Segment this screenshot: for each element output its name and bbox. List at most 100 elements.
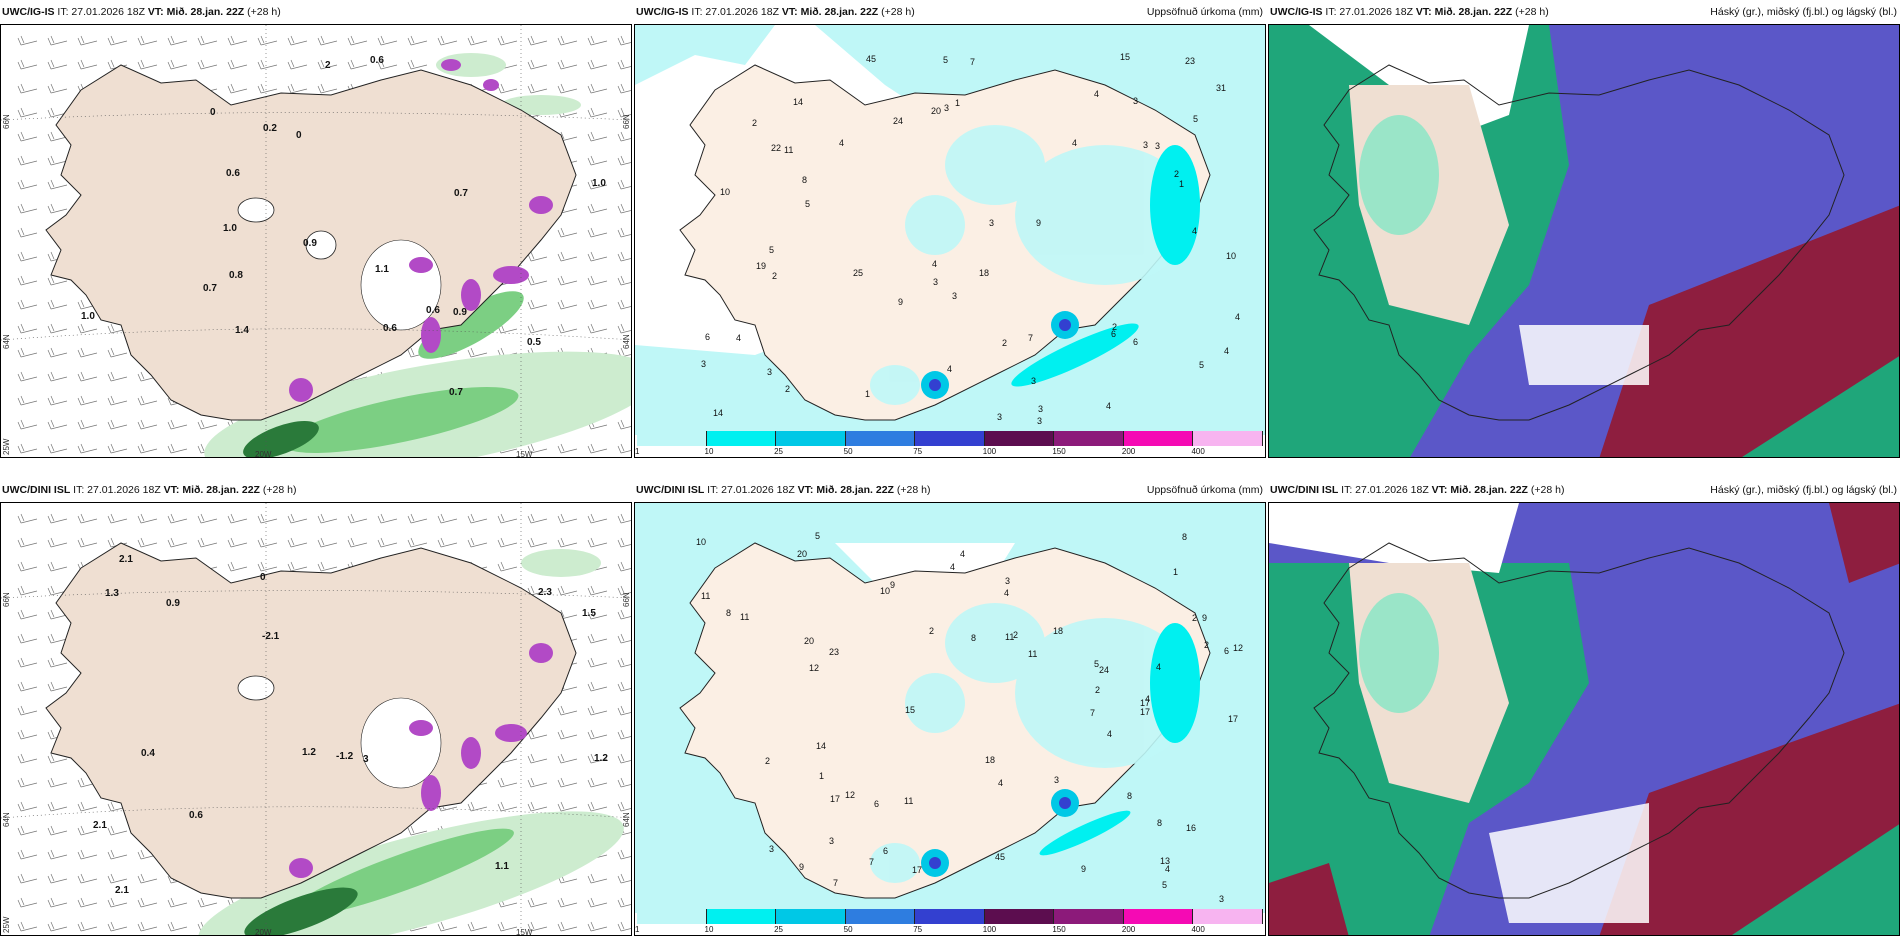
colorbar-swatch bbox=[845, 431, 916, 446]
wind-barb bbox=[347, 35, 368, 46]
wind-barb bbox=[527, 897, 548, 908]
map-value-label: 0.2 bbox=[263, 123, 277, 134]
map-value-label: 3 bbox=[767, 367, 772, 377]
wind-barb bbox=[287, 59, 308, 70]
wind-barb bbox=[227, 35, 248, 46]
valid-time: VT: Mið. 28.jan. 22Z bbox=[163, 484, 260, 496]
map-value-label: 2 bbox=[325, 60, 331, 71]
map-precip[interactable]: 3 3 3 3 2 1 2 3 5 4 5 2 4 4 3 1 2 4 4 6 7 3 2 5 4 7 4 6 18 24 5 5 3 1 10 19… bbox=[634, 24, 1266, 458]
valid-time: VT: Mið. 28.jan. 22Z bbox=[781, 6, 879, 18]
wind-barb bbox=[287, 83, 308, 94]
wind-barb bbox=[377, 513, 398, 524]
map-value-label: 4 bbox=[1224, 346, 1229, 356]
map-value-label: 3 bbox=[701, 359, 706, 369]
colorbar-tick: 150 bbox=[1052, 447, 1066, 456]
map-wind[interactable]: 66N 64N 25W 20W 15W 66N 64N 0.8 0.7 0.6 1.4… bbox=[0, 24, 632, 458]
wind-barb bbox=[467, 921, 488, 932]
map-value-label: 3 bbox=[944, 103, 949, 113]
map-value-label: 4 bbox=[1106, 401, 1111, 411]
wind-barb bbox=[257, 537, 278, 548]
map-value-label: 24 bbox=[893, 116, 903, 126]
colorbar-tick: 200 bbox=[1121, 925, 1136, 934]
wind-barb bbox=[107, 395, 128, 406]
panel-header: UWC/IG-IS IT: 27.01.2026 18Z VT: Mið. 28… bbox=[1268, 0, 1900, 24]
wind-barb bbox=[47, 299, 68, 310]
map-value-label: 15 bbox=[905, 705, 915, 715]
colorbar-tick: 100 bbox=[982, 925, 997, 934]
map-value-label: 1 bbox=[819, 771, 824, 781]
map-value-label: 7 bbox=[1028, 333, 1033, 343]
map-cloud[interactable] bbox=[1268, 502, 1900, 936]
wind-barb bbox=[377, 537, 398, 548]
map-value-label: 4 bbox=[1145, 694, 1150, 704]
map-value-label: 5 bbox=[1193, 114, 1198, 124]
map-value-label: 0.6 bbox=[383, 323, 397, 334]
wind-barb bbox=[587, 873, 608, 884]
map-value-label: 3 bbox=[363, 754, 369, 765]
wind-barb bbox=[77, 801, 98, 812]
colorbar: 1 10 25 50 75 100 150 200 400 bbox=[635, 431, 1263, 456]
wind-barb bbox=[47, 443, 68, 454]
wind-barb bbox=[197, 419, 218, 430]
map-value-label: 9 bbox=[890, 580, 895, 590]
wind-barb bbox=[467, 537, 488, 548]
wind-barb bbox=[617, 681, 631, 692]
wind-barb bbox=[197, 35, 218, 46]
wind-barb bbox=[317, 59, 338, 70]
map-value-label: 0.7 bbox=[454, 188, 468, 199]
wind-barb bbox=[557, 443, 578, 454]
wind-barb bbox=[557, 897, 578, 908]
wind-barb bbox=[17, 59, 38, 70]
wind-barb bbox=[317, 561, 338, 572]
map-value-label: 20 bbox=[931, 106, 941, 116]
wind-barb bbox=[467, 801, 488, 812]
map-value-label: 3 bbox=[1155, 141, 1160, 151]
wind-barb bbox=[47, 131, 68, 142]
wind-barb bbox=[347, 537, 368, 548]
map-precip[interactable]: 4 4 3 6 1 7 20 2 3 4 2 2 3 2 4 4 4 9 9 8 3 2 12 5 7 7 6 8 8 23 18 24 17 1… bbox=[634, 502, 1266, 936]
wind-barb bbox=[107, 513, 128, 524]
map-value-label: 4 bbox=[1235, 312, 1240, 322]
map-value-label: 2 bbox=[765, 756, 770, 766]
lat-label: 64N bbox=[622, 812, 631, 827]
map-value-label: 11 bbox=[904, 796, 913, 806]
wind-barb bbox=[77, 537, 98, 548]
wind-barb bbox=[287, 513, 308, 524]
map-value-label: 2 bbox=[752, 118, 757, 128]
map-value-label: 4 bbox=[998, 778, 1003, 788]
map-value-label: 0 bbox=[260, 572, 266, 583]
wind-barb bbox=[77, 395, 98, 406]
wind-barb bbox=[17, 251, 38, 262]
wind-barb bbox=[587, 633, 608, 644]
map-value-label: 4 bbox=[932, 259, 937, 269]
wind-barb bbox=[407, 825, 428, 836]
map-value-label: 2.1 bbox=[93, 820, 107, 831]
wind-barb bbox=[587, 299, 608, 310]
wind-barb bbox=[47, 179, 68, 190]
wind-barb bbox=[17, 849, 38, 860]
panel-header: UWC/DINI ISL IT: 27.01.2026 18Z VT: Mið.… bbox=[634, 478, 1266, 502]
colorbar-tick: 150 bbox=[1052, 925, 1066, 934]
colorbar-swatch bbox=[1123, 909, 1194, 924]
wind-barb bbox=[587, 35, 608, 46]
wind-barb bbox=[617, 777, 631, 788]
wind-barb bbox=[587, 83, 608, 94]
map-wind[interactable]: 66N 64N 25W 20W 15W 66N 64N 0.9 1.2 2.1 -1.… bbox=[0, 502, 632, 936]
wind-barb bbox=[77, 371, 98, 382]
colorbar-tick: 100 bbox=[982, 447, 997, 456]
wind-barb bbox=[47, 633, 68, 644]
wind-barb bbox=[47, 777, 68, 788]
lon-label: 15W bbox=[516, 450, 533, 458]
wind-barb bbox=[617, 633, 631, 644]
wind-barb bbox=[407, 537, 428, 548]
wind-barb bbox=[17, 801, 38, 812]
wind-barb bbox=[437, 537, 458, 548]
map-value-label: 1 bbox=[865, 389, 870, 399]
map-cloud[interactable] bbox=[1268, 24, 1900, 458]
map-value-label: 5 bbox=[1162, 880, 1167, 890]
lead-time: (+28 h) bbox=[247, 6, 281, 18]
wind-barb bbox=[107, 371, 128, 382]
map-title: Háský (gr.), miðský (fj.bl.) og lágský (… bbox=[1710, 484, 1897, 496]
wind-barb bbox=[17, 657, 38, 668]
